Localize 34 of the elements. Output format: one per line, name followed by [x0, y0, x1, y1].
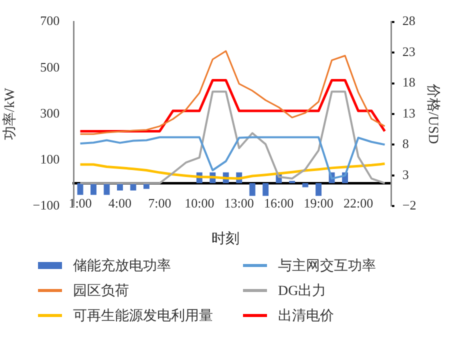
- x-tick-label: 10:00: [184, 195, 214, 210]
- bar: [77, 183, 84, 195]
- y2-tick-label: −2: [402, 198, 416, 213]
- legend-label: 与主网交互功率: [278, 257, 376, 274]
- legend-label: DG出力: [278, 282, 326, 300]
- legend-label: 储能充放电功率: [73, 257, 171, 274]
- x-tick-label: 19:00: [304, 195, 334, 210]
- bar: [249, 183, 256, 196]
- y2-axis-title: 价格/USD: [424, 83, 441, 144]
- legend-label: 园区负荷: [73, 282, 129, 300]
- y-axis-title: 功率/kW: [2, 87, 18, 140]
- y2-tick-label: 23: [402, 44, 416, 59]
- y-tick-label: −100: [32, 198, 60, 213]
- y-tick-label: 700: [40, 13, 60, 28]
- bar: [316, 183, 322, 196]
- x-tick-label: 16:00: [264, 195, 294, 210]
- y-tick-label: 300: [40, 105, 60, 120]
- y2-tick-label: 8: [402, 136, 409, 152]
- y2-tick-label: 18: [402, 74, 416, 90]
- y2-tick-label: 28: [402, 13, 416, 28]
- legend-label: 出清电价: [278, 308, 334, 324]
- y-tick-label: 500: [40, 59, 60, 74]
- legend-label: 可再生能源发电利用量: [73, 308, 213, 324]
- y2-tick-label: 3: [402, 166, 409, 182]
- x-axis-title: 时刻: [210, 230, 240, 248]
- bar: [262, 183, 269, 196]
- x-tick-label: 13:00: [224, 195, 254, 210]
- x-tick-label: 4:00: [108, 195, 132, 210]
- x-tick-label: 22:00: [343, 195, 374, 210]
- x-tick-label: 7:00: [148, 195, 172, 210]
- bar: [90, 183, 96, 195]
- y-tick-label: 100: [40, 152, 60, 167]
- bar: [302, 183, 308, 188]
- y2-tick-label: 13: [402, 105, 416, 120]
